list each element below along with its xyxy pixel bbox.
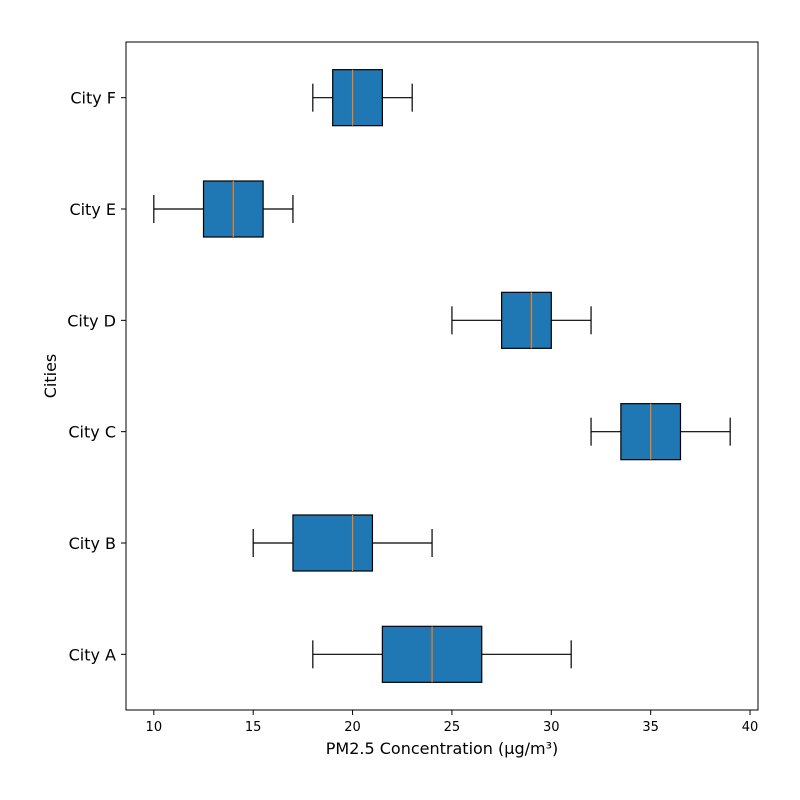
iqr-box <box>501 291 552 349</box>
y-tick-label: City D <box>67 311 116 330</box>
x-tick-label: 15 <box>245 720 262 735</box>
y-tick-label: City F <box>70 89 116 108</box>
iqr-box <box>292 514 374 572</box>
boxes-layer <box>153 69 731 683</box>
y-tick-label: City B <box>69 534 116 553</box>
iqr-box <box>332 69 383 127</box>
box-group-city-f <box>312 69 413 127</box>
x-axis-ticks: 10 15 20 25 30 35 40 <box>146 710 759 735</box>
box-group-city-b <box>252 514 433 572</box>
y-tick-label: City E <box>69 200 116 219</box>
y-axis-title: Cities <box>41 354 60 399</box>
y-tick-label: City A <box>69 645 116 664</box>
x-tick-label: 10 <box>146 720 163 735</box>
box-group-city-d <box>451 291 592 349</box>
y-tick-label: City C <box>68 423 116 442</box>
x-axis-title: PM2.5 Concentration (µg/m³) <box>326 739 558 758</box>
plot-area-frame <box>125 41 759 711</box>
x-tick-label: 20 <box>344 720 361 735</box>
y-axis-ticks: City A City B City C City D City E City F <box>67 89 126 664</box>
x-tick-label: 25 <box>444 720 461 735</box>
box-group-city-c <box>590 403 731 461</box>
x-tick-label: 35 <box>642 720 659 735</box>
x-tick-label: 30 <box>543 720 560 735</box>
box-group-city-e <box>153 180 294 238</box>
x-tick-label: 40 <box>742 720 759 735</box>
box-group-city-a <box>312 625 572 683</box>
